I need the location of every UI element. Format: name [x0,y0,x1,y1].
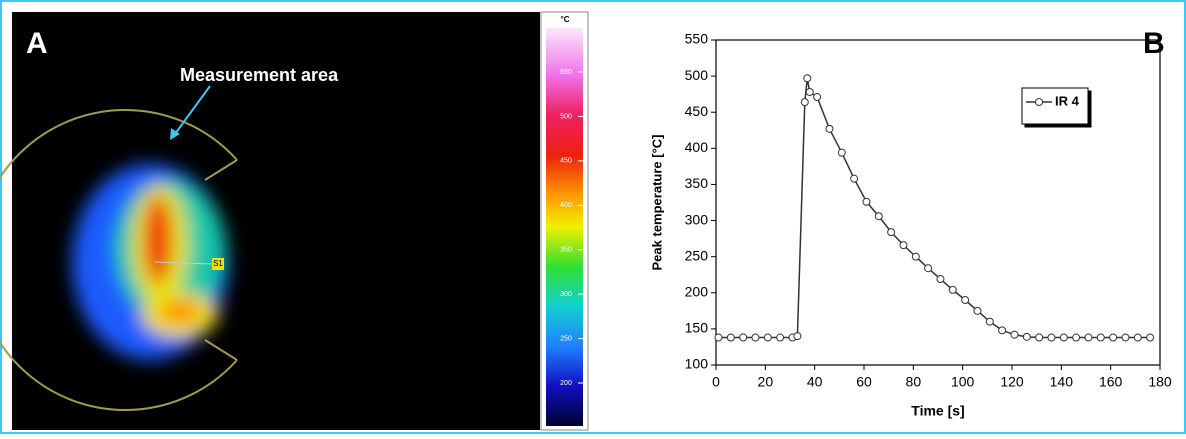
data-point [1011,331,1018,338]
colorbar-tick-label: 350 [560,247,572,254]
data-point [999,327,1006,334]
legend-marker [1036,99,1043,106]
legend-label: IR 4 [1055,93,1080,108]
data-point [851,175,858,182]
data-point [962,297,969,304]
data-point [1110,334,1117,341]
data-point [715,334,722,341]
colorbar-tick-label: 450 [560,158,572,165]
colorbar [546,28,583,426]
annotation: Measurement area [180,65,339,85]
y-tick-label: 400 [685,139,709,155]
data-point [740,334,747,341]
colorbar-tick-label: 500 [560,113,572,120]
data-point [900,242,907,249]
data-point [1097,334,1104,341]
colorbar-tick-label: 400 [560,202,572,209]
x-tick-label: 20 [758,374,774,390]
data-point [1147,334,1154,341]
y-tick-label: 550 [685,31,709,47]
data-point [986,318,993,325]
marker-label: S1 [213,259,223,268]
x-tick-label: 60 [856,374,872,390]
data-point [949,286,956,293]
data-point [1036,334,1043,341]
data-point [764,334,771,341]
x-tick-label: 120 [1000,374,1024,390]
colorbar-tick-label: 550 [560,69,572,76]
figure: S1 Measurement area A °C 200250300350400… [0,0,1186,434]
data-point [1122,334,1129,341]
data-point [794,333,801,340]
y-tick-label: 150 [685,320,709,336]
panel-label: A [26,27,48,60]
data-point [888,229,895,236]
y-tick-label: 250 [685,247,709,263]
x-tick-label: 80 [906,374,922,390]
y-tick-label: 350 [685,175,709,191]
colorbar-tick-label: 250 [560,335,572,342]
data-point [752,334,759,341]
y-tick-label: 100 [685,356,709,372]
data-point [1085,334,1092,341]
colorbar-unit: °C [561,15,570,24]
data-point [806,89,813,96]
data-point [826,125,833,132]
x-tick-label: 0 [712,374,720,390]
x-axis-label: Time [s] [911,403,964,419]
data-point [925,265,932,272]
plot-frame [716,40,1160,365]
data-point [801,99,808,106]
x-tick-label: 140 [1050,374,1074,390]
y-tick-label: 300 [685,211,709,227]
heat-blob [72,164,228,360]
x-tick-label: 100 [951,374,975,390]
data-point [838,149,845,156]
data-point [1023,333,1030,340]
x-tick-label: 40 [807,374,823,390]
data-point [777,334,784,341]
data-point [1060,334,1067,341]
data-point [1048,334,1055,341]
data-point [863,198,870,205]
colorbar-tick-label: 300 [560,291,572,298]
y-tick-label: 450 [685,103,709,119]
data-point [912,253,919,260]
data-point [814,94,821,101]
data-point [1134,334,1141,341]
y-axis-label: Peak temperature [°C] [649,135,664,271]
data-point [727,334,734,341]
panel-label: B [1143,27,1165,60]
y-tick-label: 500 [685,67,709,83]
data-point [1073,334,1080,341]
x-tick-label: 180 [1148,374,1172,390]
data-point [937,276,944,283]
data-point [875,213,882,220]
data-point [974,307,981,314]
x-tick-label: 160 [1099,374,1123,390]
data-point [804,75,811,82]
y-tick-label: 200 [685,283,709,299]
colorbar-tick-label: 200 [560,380,572,387]
